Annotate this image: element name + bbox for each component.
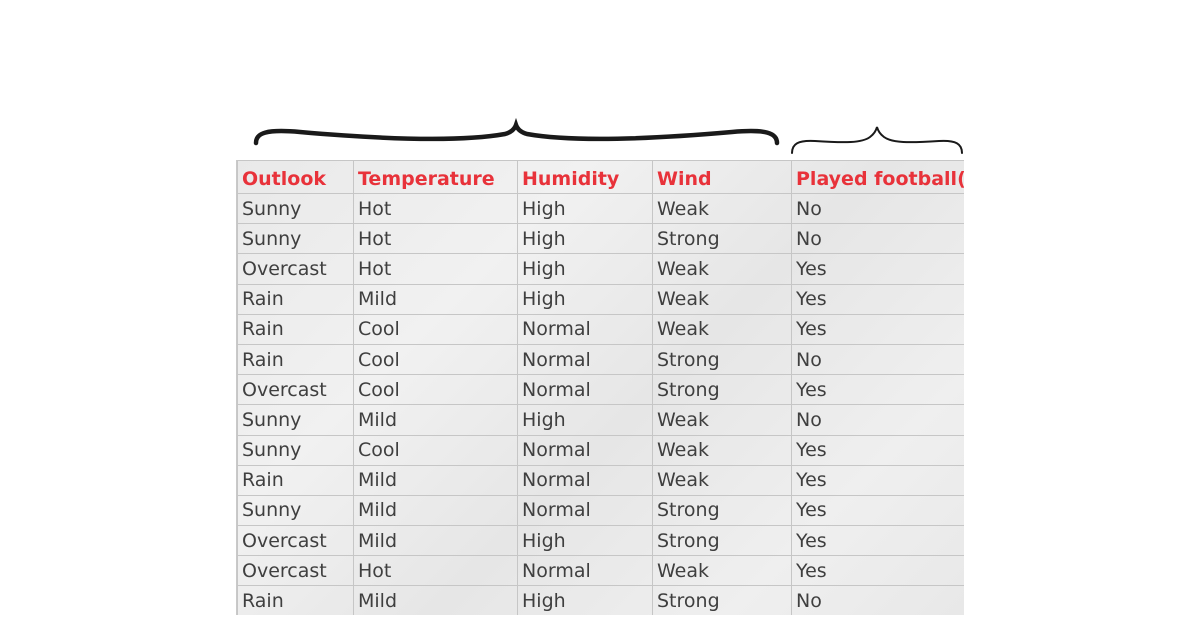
humidity-cell: High [517,192,653,225]
wind-cell: Weak [652,555,792,587]
bracket-annotations [253,117,963,154]
wind-cell: Weak [652,464,792,496]
played-cell: Yes [791,525,964,557]
temperature-cell: Cool [353,434,518,466]
humidity-cell: High [517,253,653,285]
wind-cell: Strong [652,585,792,615]
wind-cell: Weak [652,192,792,225]
outlook-cell: Overcast [237,525,354,557]
outlook-cell: Rain [237,313,354,345]
played-cell: Yes [791,253,964,285]
table-row: Rain Cool Normal Weak Yes [237,313,964,345]
played-cell: Yes [791,494,964,527]
header-humidity: Humidity [517,160,653,194]
table-row: Rain Mild High Strong No [237,585,964,615]
played-cell: No [791,343,964,376]
table-row: Sunny Mild High Weak No [237,404,964,436]
header-temperature: Temperature [353,160,518,194]
temperature-cell: Mild [353,464,518,496]
humidity-cell: High [517,223,653,255]
humidity-cell: Normal [517,464,653,496]
wind-cell: Strong [652,494,792,527]
temperature-cell: Cool [353,374,518,406]
humidity-cell: Normal [517,434,653,466]
temperature-cell: Mild [353,585,518,615]
humidity-cell: Normal [517,343,653,376]
wind-cell: Weak [652,283,792,315]
temperature-cell: Hot [353,223,518,255]
header-row: Outlook Temperature Humidity Wind Played… [237,160,964,194]
outlook-cell: Rain [237,343,354,376]
table-body: Sunny Hot High Weak No Sunny Hot High Strong No Ov… [237,192,964,615]
table-row: Sunny Cool Normal Weak Yes [237,434,964,466]
table-row: Sunny Hot High Strong No [237,223,964,255]
table-row: Sunny Hot High Weak No [237,192,964,225]
outlook-cell: Overcast [237,555,354,587]
temperature-cell: Mild [353,404,518,436]
played-cell: No [791,585,964,615]
data-table: Outlook Temperature Humidity Wind Played… [237,160,964,615]
outlook-cell: Rain [237,464,354,496]
played-cell: No [791,223,964,255]
played-cell: Yes [791,434,964,466]
outlook-cell: Sunny [237,223,354,255]
played-cell: Yes [791,374,964,406]
played-cell: Yes [791,555,964,587]
humidity-cell: High [517,525,653,557]
header-played-football: Played football(yes/no) [791,160,964,194]
table-row: Overcast Hot Normal Weak Yes [237,555,964,587]
temperature-cell: Hot [353,555,518,587]
wind-cell: Weak [652,434,792,466]
played-cell: Yes [791,283,964,315]
humidity-cell: Normal [517,313,653,345]
wind-cell: Strong [652,223,792,255]
table-row: Overcast Mild High Strong Yes [237,525,964,557]
wind-cell: Strong [652,525,792,557]
temperature-cell: Hot [353,253,518,285]
temperature-cell: Cool [353,313,518,345]
wind-cell: Weak [652,404,792,436]
humidity-cell: Normal [517,374,653,406]
temperature-cell: Hot [353,192,518,225]
table-row: Overcast Hot High Weak Yes [237,253,964,285]
wind-cell: Weak [652,253,792,285]
outlook-cell: Sunny [237,434,354,466]
played-cell: No [791,192,964,225]
humidity-cell: High [517,585,653,615]
header-outlook: Outlook [237,160,354,194]
temperature-cell: Mild [353,494,518,527]
table-row: Rain Mild High Weak Yes [237,283,964,315]
spreadsheet: Outlook Temperature Humidity Wind Played… [236,160,964,615]
table-row: Sunny Mild Normal Strong Yes [237,494,964,527]
played-cell: Yes [791,464,964,496]
outlook-cell: Sunny [237,192,354,225]
outlook-cell: Overcast [237,253,354,285]
outlook-cell: Rain [237,585,354,615]
wind-cell: Strong [652,343,792,376]
outlook-cell: Rain [237,283,354,315]
outlook-cell: Overcast [237,374,354,406]
table-row: Rain Mild Normal Weak Yes [237,464,964,496]
wind-cell: Strong [652,374,792,406]
temperature-cell: Cool [353,343,518,376]
humidity-cell: High [517,283,653,315]
wind-cell: Weak [652,313,792,345]
played-cell: No [791,404,964,436]
table-row: Rain Cool Normal Strong No [237,343,964,376]
table-row: Overcast Cool Normal Strong Yes [237,374,964,406]
outlook-cell: Sunny [237,404,354,436]
outlook-cell: Sunny [237,494,354,527]
played-cell: Yes [791,313,964,345]
temperature-cell: Mild [353,525,518,557]
humidity-cell: Normal [517,555,653,587]
features-brace [253,117,780,146]
header-wind: Wind [652,160,792,194]
humidity-cell: High [517,404,653,436]
target-brace [791,126,963,154]
humidity-cell: Normal [517,494,653,527]
temperature-cell: Mild [353,283,518,315]
